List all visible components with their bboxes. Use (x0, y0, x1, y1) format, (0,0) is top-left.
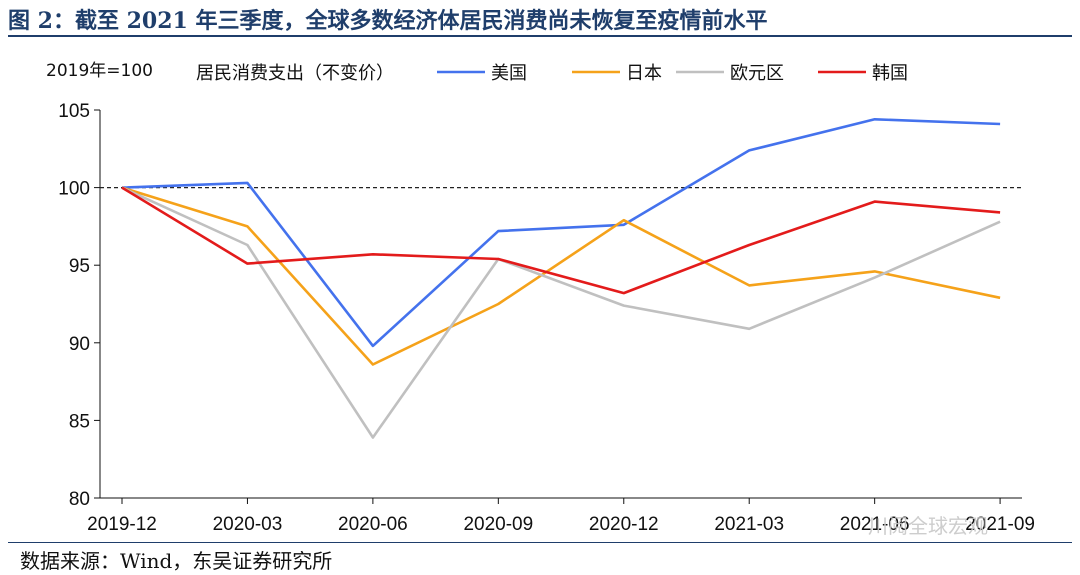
x-tick-label: 2020-06 (338, 514, 408, 535)
y-tick-label: 90 (69, 334, 90, 355)
series-line-欧元区 (121, 186, 1001, 439)
y-tick-label: 85 (69, 411, 90, 432)
legend-label: 美国 (491, 63, 527, 84)
y-tick-label: 95 (69, 256, 90, 277)
series-lines (121, 118, 1001, 439)
legend-label: 欧元区 (730, 63, 784, 84)
y-tick-label: 105 (58, 101, 90, 122)
footer-rule (8, 542, 1072, 543)
title-rule (8, 35, 1072, 37)
y-tick-label: 80 (69, 489, 90, 510)
legend-label: 韩国 (872, 63, 908, 84)
line-chart: 80 85 90 95 100 105 2019-12 2020-03 2020-06 2020-… (46, 61, 1035, 538)
x-tick-label: 2020-03 (213, 514, 283, 535)
chart-legend: 2019年=100 居民消费支出（不变价） 美国 日本 欧元区 韩国 (46, 61, 908, 84)
x-tick-label: 2019-12 (87, 514, 157, 535)
figure-title: 图 2：截至 2021 年三季度，全球多数经济体居民消费尚未恢复至疫情前水平 (8, 8, 768, 34)
series-line-韩国 (121, 186, 1001, 295)
chart-axes: 80 85 90 95 100 105 2019-12 2020-03 2020-06 2020-… (58, 101, 1035, 535)
series-line-美国 (121, 118, 1001, 348)
x-tick-label: 2021-09 (965, 514, 1035, 535)
legend-title: 居民消费支出（不变价） (196, 63, 394, 84)
source-note: 数据来源：Wind，东吴证券研究所 (20, 549, 333, 573)
legend-label: 日本 (626, 63, 662, 84)
watermark-text: 川阅全球宏观 (868, 514, 988, 538)
x-tick-label: 2021-03 (714, 514, 784, 535)
y-tick-label: 100 (58, 179, 90, 200)
x-tick-label: 2021-06 (840, 514, 910, 535)
x-tick-label: 2020-09 (463, 514, 533, 535)
x-tick-label: 2020-12 (589, 514, 659, 535)
unit-note: 2019年=100 (46, 61, 153, 81)
series-line-日本 (121, 186, 1001, 366)
